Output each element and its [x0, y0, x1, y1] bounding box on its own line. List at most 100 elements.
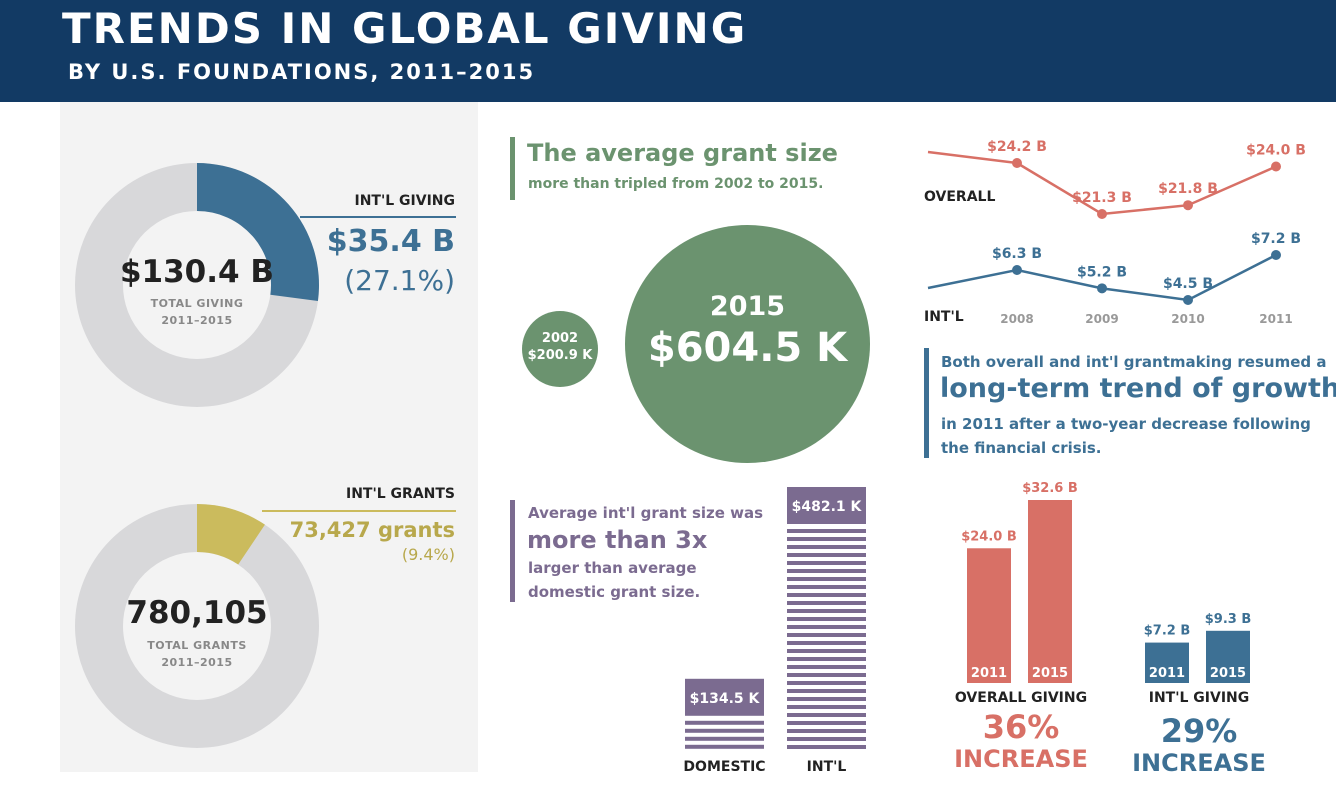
donut2-callout-percent: (9.4%) — [401, 545, 455, 564]
stripe-bar-stripe — [685, 728, 764, 733]
stripe-bar-stripe — [787, 625, 866, 629]
intl-growth-value-label: $7.2 B — [1144, 624, 1191, 639]
overall-point — [1183, 200, 1193, 211]
stripe-bar-stripe — [787, 529, 866, 533]
donut1-callout-percent: (27.1%) — [344, 264, 455, 297]
stripe-bar-stripe — [787, 729, 866, 733]
overall-growth-bar — [1028, 500, 1072, 683]
stripe-bar-stripe — [787, 705, 866, 709]
stripe-bar-stripe — [787, 593, 866, 597]
trend-text-line1: Both overall and int'l grantmaking resum… — [941, 353, 1327, 371]
overall-point — [1271, 161, 1281, 172]
stripe-bar-stripe — [787, 697, 866, 701]
bubble-2002 — [522, 311, 598, 387]
donut-slice-intl-giving — [197, 163, 319, 302]
overall-data-label: $24.0 B — [1246, 143, 1306, 159]
stripe-bar-stripe — [787, 641, 866, 645]
donut2-callout-value: 73,427 grants — [289, 518, 455, 542]
grant-size-headline: The average grant size — [527, 139, 838, 167]
bar-chart-giving-growth: $24.0 B 2011 $32.6 B 2015 $7.2 B 2011 $9.3 B 20… — [961, 481, 1252, 683]
stripe-bar-stripe — [787, 537, 866, 541]
summary-intl-label: INT'L GIVING — [1148, 690, 1250, 706]
overall-data-label: $21.8 B — [1158, 181, 1218, 197]
stripe-bar-stripe — [787, 689, 866, 693]
donut-total-giving — [75, 163, 319, 407]
grant-size-subhead: more than tripled from 2002 to 2015. — [528, 176, 824, 192]
bubble-2015-year: 2015 — [709, 291, 786, 322]
trend-text-emphasis: long-term trend of growth — [940, 373, 1336, 404]
stripe-bar-stripe — [787, 577, 866, 581]
donut2-callout-label: INT'L GRANTS — [345, 486, 455, 502]
stripe-bar-stripe — [787, 585, 866, 589]
stripe-bar-stripe — [787, 673, 866, 677]
intl-text-line1: Average int'l grant size was — [528, 504, 764, 522]
stripe-bar-value-label: $134.5 K — [690, 691, 761, 707]
page-subtitle: BY U.S. FOUNDATIONS, 2011–2015 — [68, 60, 536, 84]
stripe-bar-stripe — [787, 609, 866, 613]
intl-accent-bar — [510, 500, 515, 602]
stripe-bar-stripe — [787, 561, 866, 565]
stripe-bar — [685, 678, 764, 749]
stripe-bar-stripe — [787, 617, 866, 621]
bubble-2002-value: $200.9 K — [527, 348, 593, 363]
stripe-bar-stripe — [787, 745, 866, 749]
donut-total-grants — [75, 504, 319, 748]
bubble-2002-year: 2002 — [541, 331, 579, 346]
bubble-2015-value: $604.5 K — [647, 325, 848, 371]
stripe-bar-stripe — [787, 713, 866, 717]
intl-data-label: $6.3 B — [992, 246, 1042, 262]
overall-growth-value-label: $32.6 B — [1022, 481, 1078, 496]
stripe-bar-stripe — [685, 744, 764, 749]
stripe-bar-stripe — [787, 569, 866, 573]
summary-intl-pct: 29% — [1160, 712, 1238, 750]
stripe-bar-stripe — [787, 665, 866, 669]
overall-point — [1012, 158, 1022, 168]
stripe-bar-stripe — [787, 649, 866, 653]
stripe-bar-stripe — [787, 601, 866, 605]
donut-slice-intl-grants — [197, 504, 265, 565]
overall-point — [1097, 209, 1107, 219]
header-banner: TRENDS IN GLOBAL GIVING BY U.S. FOUNDATI… — [0, 0, 1336, 102]
stripe-bar-stripe — [787, 657, 866, 661]
overall-data-label: $24.2 B — [987, 139, 1047, 155]
intl-point — [1012, 265, 1022, 275]
donut2-center-years: 2011–2015 — [161, 656, 233, 669]
donut1-center-value: $130.4 B — [119, 254, 275, 290]
x-tick-label: 2009 — [1085, 312, 1118, 326]
stripe-bar-category-label: INT'L — [807, 759, 847, 775]
summary-overall-pct: 36% — [982, 708, 1060, 746]
stripe-bar-stripe — [787, 545, 866, 549]
intl-text-line3: larger than average — [528, 559, 697, 577]
donut1-callout-value: $35.4 B — [326, 224, 455, 259]
trend-accent-bar — [924, 348, 929, 458]
series-label-overall: OVERALL — [924, 189, 995, 205]
intl-growth-bar — [1206, 630, 1250, 683]
intl-point — [1183, 295, 1193, 305]
intl-data-label: $4.5 B — [1163, 276, 1213, 292]
donut1-center-years: 2011–2015 — [161, 314, 233, 327]
overall-growth-value-label: $24.0 B — [961, 529, 1017, 544]
donut1-callout-line — [300, 216, 456, 218]
intl-point — [1271, 250, 1281, 260]
x-tick-label: 2010 — [1171, 312, 1204, 326]
donut2-center-value: 780,105 — [126, 595, 268, 631]
intl-growth-bar — [1145, 642, 1189, 683]
stripe-bar-header — [685, 678, 764, 716]
overall-data-label: $21.3 B — [1072, 190, 1132, 206]
donut1-callout-label: INT'L GIVING — [354, 193, 455, 209]
stripe-bar-stripe — [787, 681, 866, 685]
x-tick-label: 2008 — [1000, 312, 1033, 326]
intl-point — [1097, 283, 1107, 294]
bar-chart-avg-grant-size: $134.5 K DOMESTIC $482.1 K INT'L — [683, 487, 866, 775]
intl-growth-year-label: 2015 — [1210, 666, 1246, 681]
stripe-bar-value-label: $482.1 K — [792, 499, 863, 515]
summary-overall-label: OVERALL GIVING — [954, 690, 1088, 706]
intl-text-emphasis: more than 3x — [527, 526, 708, 554]
intl-data-label: $7.2 B — [1251, 231, 1301, 247]
stripe-bar-stripe — [685, 736, 764, 741]
stripe-bar-header — [787, 487, 866, 524]
trend-text-line4: the financial crisis. — [941, 439, 1102, 457]
intl-growth-value-label: $9.3 B — [1205, 612, 1252, 627]
overall-growth-bar — [967, 548, 1011, 683]
summary-intl-increase: INCREASE — [1132, 749, 1266, 777]
